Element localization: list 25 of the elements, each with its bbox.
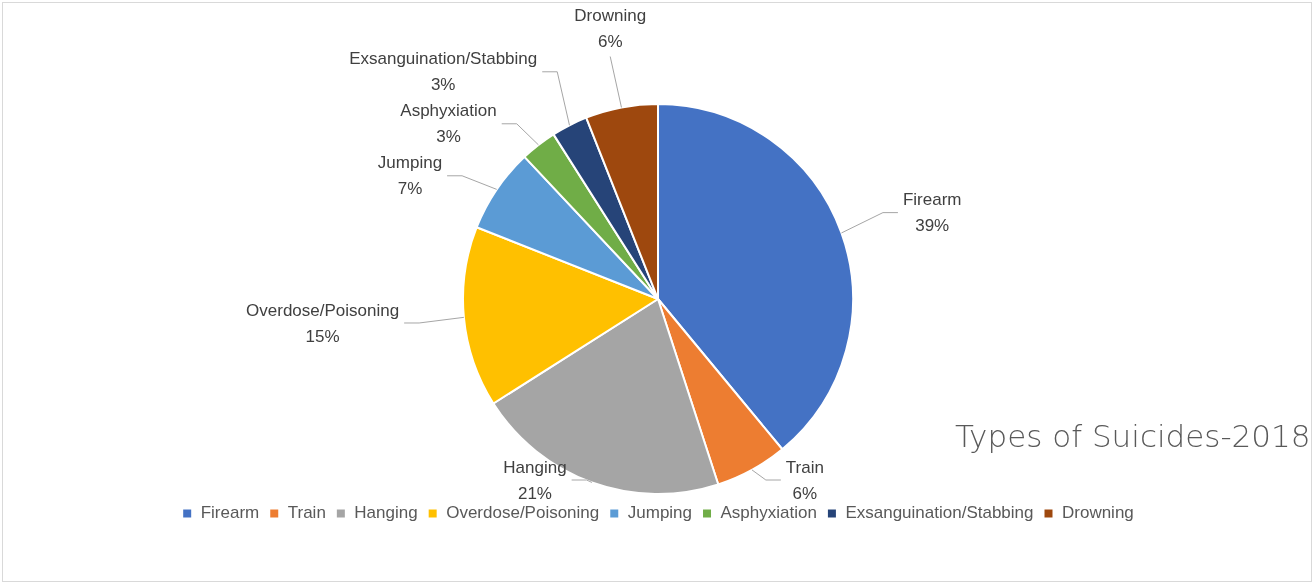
data-label: 6% — [597, 32, 623, 52]
data-label: 7% — [397, 179, 423, 199]
slice-label: Drowning — [574, 6, 647, 26]
legend-label: Firearm — [200, 503, 260, 523]
data-label: 3% — [430, 75, 456, 95]
slice-label: Exsanguination/Stabbing — [349, 49, 538, 69]
legend-label: Exsanguination/Stabbing — [845, 503, 1034, 523]
legend-label: Asphyxiation — [720, 503, 817, 523]
legend-label: Drowning — [1062, 503, 1134, 523]
slice-label: Jumping — [377, 153, 443, 173]
slice-label: Asphyxiation — [400, 101, 497, 121]
data-label: 3% — [436, 127, 461, 147]
legend-label: Train — [287, 503, 326, 523]
legend-label: Jumping — [627, 503, 693, 523]
slice-label: Overdose/Poisoning — [246, 300, 400, 320]
legend-label: Overdose/Poisoning — [446, 503, 600, 523]
text: Types of Suicides-2018 — [955, 418, 1311, 454]
data-label: 15% — [305, 326, 340, 346]
data-label: 6% — [792, 483, 818, 503]
data-label: 21% — [517, 483, 552, 503]
slice-label: Train — [785, 457, 824, 477]
data-label: 39% — [915, 216, 950, 236]
legend-label: Hanging — [354, 503, 418, 523]
slice-label: Firearm — [902, 190, 962, 210]
slice-label: Hanging — [503, 457, 567, 477]
